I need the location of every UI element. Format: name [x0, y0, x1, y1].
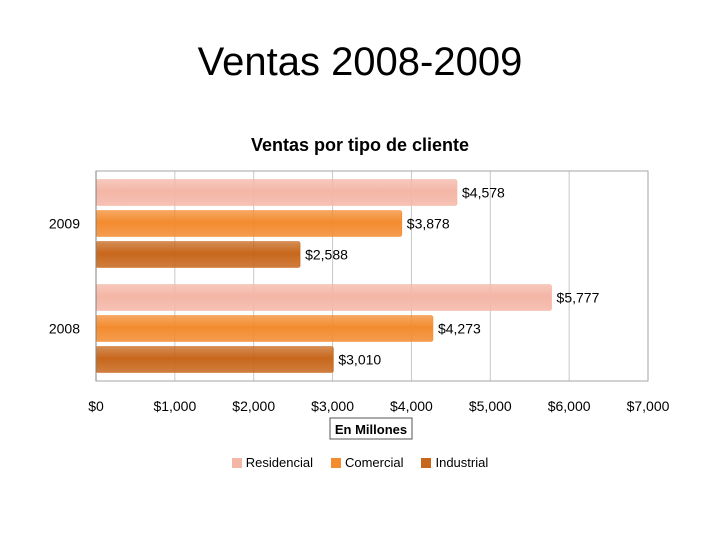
data-labels: $4,578 $3,878 $2,588 $5,777 $4,273 $3,010 — [305, 185, 600, 368]
x-tick-label: $3,000 — [311, 398, 354, 414]
data-label: $2,588 — [305, 247, 348, 263]
bar-residencial-2009 — [95, 179, 458, 206]
slide-title: Ventas 2008-2009 — [197, 40, 523, 84]
x-axis-title-box: En Millones — [329, 417, 413, 440]
chart-title: Ventas por tipo de cliente — [250, 135, 470, 155]
data-label: $4,273 — [438, 321, 481, 337]
legend-label: Comercial — [344, 455, 404, 470]
legend-swatch — [231, 457, 242, 468]
legend-swatch — [330, 457, 341, 468]
data-label: $4,578 — [462, 185, 505, 201]
data-label: $3,878 — [407, 216, 450, 232]
y-category-label: 2009 — [49, 216, 80, 232]
x-tick-label: $7,000 — [627, 398, 670, 414]
data-label: $5,777 — [557, 290, 600, 306]
x-tick-label: $1,000 — [153, 398, 196, 414]
legend: Residencial Comercial Industrial — [0, 455, 720, 470]
legend-label: Industrial — [435, 455, 489, 470]
axes: $0 $1,000 $2,000 $3,000 $4,000 $5,000 $6,000 $7… — [49, 171, 670, 414]
legend-item-industrial: Industrial — [421, 455, 488, 470]
x-tick-label: $2,000 — [232, 398, 275, 414]
bar-industrial-2009 — [95, 241, 301, 268]
x-tick-label: $5,000 — [469, 398, 512, 414]
legend-swatch — [421, 457, 432, 468]
legend-label: Residencial — [245, 455, 313, 470]
legend-item-comercial: Comercial — [330, 455, 404, 470]
y-category-label: 2008 — [49, 321, 80, 337]
legend-item-residencial: Residencial — [231, 455, 313, 470]
x-axis-title: En Millones — [335, 422, 407, 437]
bar-comercial-2008 — [95, 315, 434, 342]
x-tick-label: $4,000 — [390, 398, 433, 414]
bar-industrial-2008 — [95, 346, 334, 373]
x-tick-label: $6,000 — [548, 398, 591, 414]
bar-residencial-2008 — [95, 284, 552, 311]
bars — [95, 179, 552, 373]
data-label: $3,010 — [338, 352, 381, 368]
bar-comercial-2009 — [95, 210, 403, 237]
x-tick-label: $0 — [88, 398, 104, 414]
